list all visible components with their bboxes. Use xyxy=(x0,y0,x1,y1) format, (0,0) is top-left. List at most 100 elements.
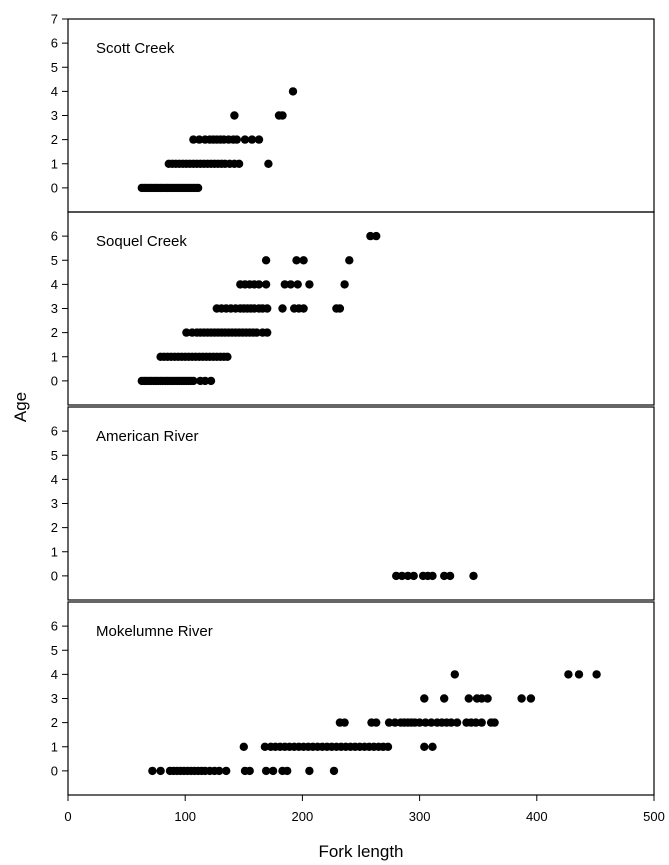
data-point xyxy=(240,135,250,144)
data-point xyxy=(261,256,271,265)
data-point xyxy=(329,766,339,776)
data-point xyxy=(517,694,526,703)
data-point xyxy=(392,571,401,581)
data-point xyxy=(403,571,413,581)
y-tick-label: 0 xyxy=(51,763,58,778)
data-point xyxy=(299,304,308,313)
data-point xyxy=(445,571,455,581)
y-tick-label: 5 xyxy=(51,448,58,463)
data-point xyxy=(340,280,349,289)
y-tick-label: 5 xyxy=(51,253,58,268)
data-point xyxy=(223,352,232,361)
panel-label: American River xyxy=(96,428,199,445)
data-point xyxy=(189,135,198,144)
data-point xyxy=(283,766,292,776)
y-tick-label: 6 xyxy=(51,424,58,439)
data-point xyxy=(268,766,278,776)
data-point xyxy=(335,304,345,313)
data-point xyxy=(156,766,165,776)
y-tick-label: 1 xyxy=(51,544,58,559)
data-point xyxy=(189,376,198,386)
data-point xyxy=(420,742,429,751)
panel-4: Mokelumne River 0 1 2 3 4 5 6 xyxy=(51,601,655,796)
y-tick-label: 4 xyxy=(51,84,58,99)
y-tick-label: 0 xyxy=(51,568,58,583)
data-point xyxy=(305,766,314,776)
data-point xyxy=(428,742,437,751)
data-point xyxy=(452,718,462,727)
data-point xyxy=(263,304,272,313)
data-point xyxy=(409,571,418,581)
data-point xyxy=(232,135,241,144)
data-point xyxy=(222,766,231,776)
y-tick-label: 1 xyxy=(51,349,58,364)
data-point xyxy=(372,718,381,727)
y-tick-label: 4 xyxy=(51,472,58,487)
data-point xyxy=(477,694,486,703)
y-axis-title: Age xyxy=(11,392,30,422)
data-point xyxy=(564,670,573,679)
data-point xyxy=(421,718,430,727)
data-point xyxy=(280,280,289,289)
data-point xyxy=(252,328,261,337)
data-point xyxy=(195,135,204,144)
x-tick-label: 100 xyxy=(174,809,196,824)
y-tick-label: 2 xyxy=(51,715,58,730)
data-point xyxy=(234,159,244,168)
data-point xyxy=(345,256,354,265)
y-tick-label: 1 xyxy=(51,739,58,754)
y-tick-label: 6 xyxy=(51,36,58,51)
data-point xyxy=(592,670,601,679)
data-point xyxy=(428,571,437,581)
y-tick-label: 0 xyxy=(51,180,58,195)
y-tick-label: 7 xyxy=(51,12,58,27)
y-tick-label: 3 xyxy=(51,691,58,706)
panel-label: Scott Creek xyxy=(96,40,175,57)
data-point xyxy=(372,231,381,241)
y-tick-label: 4 xyxy=(51,667,58,682)
data-point xyxy=(215,766,224,776)
data-point xyxy=(450,670,459,679)
data-point xyxy=(447,718,456,727)
data-point xyxy=(574,670,584,679)
data-point xyxy=(292,256,301,265)
data-point xyxy=(264,159,273,168)
y-tick-label: 6 xyxy=(51,619,58,634)
data-point xyxy=(261,280,271,289)
data-point xyxy=(477,718,486,727)
y-tick-label: 3 xyxy=(51,496,58,511)
y-tick-label: 2 xyxy=(51,520,58,535)
data-point xyxy=(384,718,394,727)
data-point xyxy=(390,718,400,727)
data-point xyxy=(230,111,239,120)
data-point xyxy=(469,571,478,581)
data-point xyxy=(293,280,302,289)
data-point xyxy=(420,694,429,703)
data-point xyxy=(366,231,375,241)
x-axis: 0 100 200 300 400 500 xyxy=(64,795,665,824)
panel-2: Soquel Creek 0 1 2 3 4 5 6 xyxy=(51,211,655,406)
x-tick-label: 200 xyxy=(292,809,314,824)
x-tick-label: 0 xyxy=(64,809,71,824)
data-point xyxy=(245,766,254,776)
data-point xyxy=(286,280,295,289)
y-tick-label: 0 xyxy=(51,373,58,388)
data-point xyxy=(427,718,436,727)
y-tick-label: 6 xyxy=(51,229,58,244)
data-point xyxy=(260,742,270,751)
data-point xyxy=(148,766,157,776)
panel-1: Scott Creek 0 1 2 3 4 5 6 7 xyxy=(51,12,655,213)
panel-label: Soquel Creek xyxy=(96,233,187,250)
data-point xyxy=(415,718,424,727)
data-point xyxy=(471,718,481,727)
y-tick-label: 3 xyxy=(51,108,58,123)
data-point xyxy=(464,694,473,703)
x-tick-label: 300 xyxy=(409,809,431,824)
y-tick-label: 5 xyxy=(51,60,58,75)
data-point xyxy=(254,280,264,289)
y-tick-label: 1 xyxy=(51,156,58,171)
data-point xyxy=(239,742,248,751)
data-point xyxy=(383,742,393,751)
data-point xyxy=(182,328,191,337)
